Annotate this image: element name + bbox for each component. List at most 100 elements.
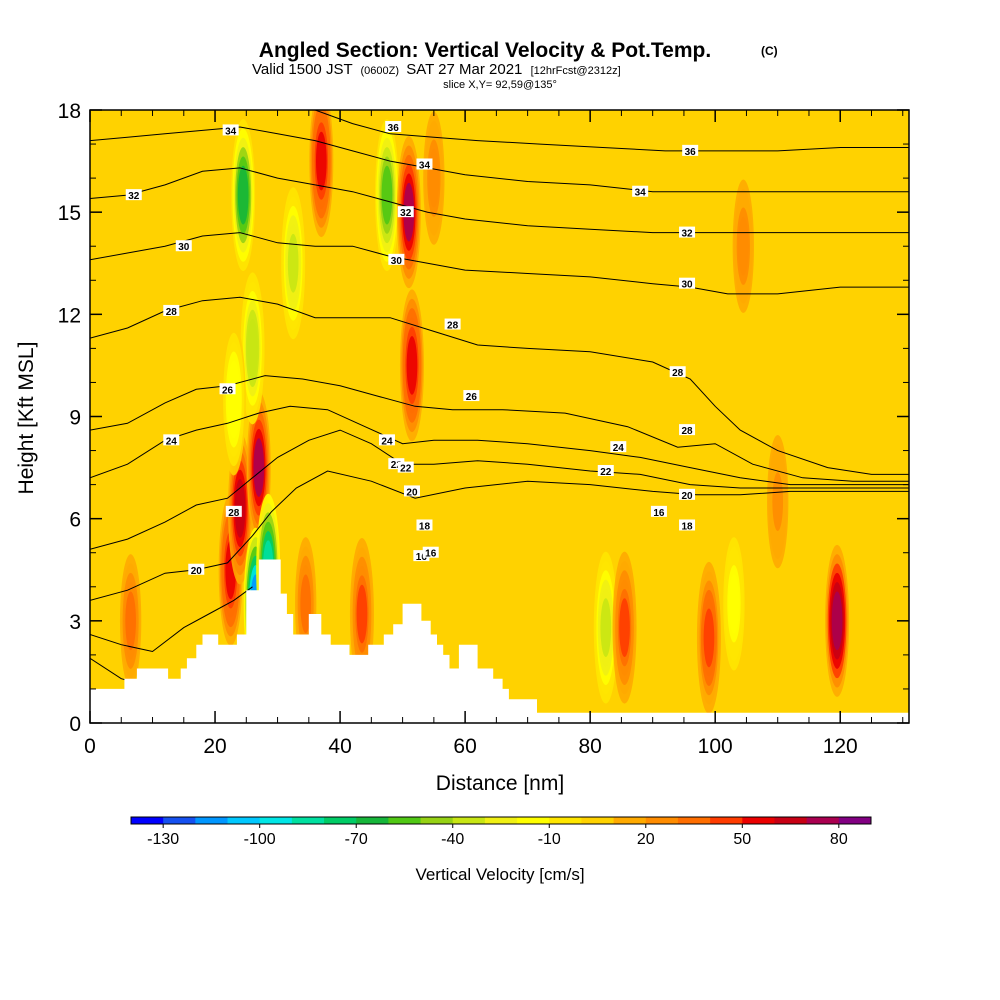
velocity-band	[772, 472, 784, 531]
contour-label: 26	[463, 390, 480, 403]
contour-label-text: 32	[128, 191, 140, 202]
colorbar-segment	[131, 817, 164, 824]
contour-label-text: 22	[400, 464, 412, 475]
velocity-band	[287, 233, 299, 293]
plot-area: 20 22 24 26 28 30 32 34 36 16 18 20 22 24 26 28 30 32 34 36…	[90, 110, 909, 723]
contour-label-text: 24	[381, 436, 393, 447]
velocity-band	[600, 598, 612, 657]
velocity-band	[356, 584, 368, 644]
contour-label-box	[397, 461, 414, 473]
velocity-cell	[721, 527, 746, 680]
contour-label-box	[682, 144, 699, 156]
contour-label: 28	[225, 505, 242, 519]
velocity-cell	[221, 323, 246, 476]
contour-label-box	[219, 383, 236, 395]
velocity-band	[315, 131, 327, 191]
theta-contour-line	[90, 296, 909, 475]
contour-label-text: 16	[416, 552, 428, 563]
contour-label: 30	[679, 277, 696, 291]
colorbar-segment	[645, 817, 679, 824]
colorbar-segment	[452, 817, 486, 824]
contour-label-box	[416, 519, 433, 531]
velocity-band	[381, 165, 393, 225]
contour-label-box	[610, 441, 627, 453]
contour-label-text: 16	[653, 508, 665, 519]
contour-label-text: 22	[391, 460, 403, 471]
contour-label-box	[163, 434, 180, 446]
contour-label-text: 18	[681, 521, 693, 532]
velocity-band	[247, 319, 258, 378]
contour-label: 36	[385, 121, 402, 134]
y-tick-label: 9	[69, 407, 81, 430]
colorbar-segment	[774, 817, 808, 824]
terrain	[90, 559, 909, 723]
contour-label-text: 26	[222, 385, 234, 396]
contour-label: 28	[163, 304, 180, 318]
contour-label-box	[669, 366, 686, 378]
velocity-cell	[349, 538, 374, 691]
contour-label: 20	[188, 563, 205, 577]
colorbar-segment	[195, 817, 229, 824]
x-axis-label: Distance [nm]	[436, 772, 564, 795]
y-tick-label: 6	[69, 509, 81, 532]
contour-label-text: 20	[681, 491, 693, 502]
chart-subtitle: Valid 1500 JST (0600Z) SAT 27 Mar 2021 […	[252, 61, 621, 78]
contour-label: 24	[163, 434, 180, 447]
theta-contour-line	[90, 167, 909, 234]
contour-label-box	[413, 550, 430, 562]
y-tick-label: 3	[69, 611, 81, 634]
contour-label: 28	[679, 424, 696, 437]
subtitle-date: SAT 27 Mar 2021	[406, 61, 522, 78]
contour-label: 18	[416, 519, 433, 532]
contour-label-box	[679, 519, 696, 531]
velocity-cell	[612, 551, 637, 704]
contour-label-text: 32	[681, 229, 693, 240]
colorbar-segment	[227, 817, 261, 824]
velocity-band	[831, 591, 843, 651]
velocity-band	[728, 574, 740, 634]
colorbar-segment	[517, 817, 550, 824]
velocity-cell	[118, 544, 143, 697]
contour-label-text: 36	[388, 123, 400, 134]
contour-label-text: 24	[613, 443, 625, 454]
velocity-cell	[399, 289, 424, 442]
velocity-band	[428, 148, 440, 208]
contour-label: 16	[422, 546, 439, 560]
contour-label-text: 28	[681, 426, 693, 437]
colorbar-segment	[838, 817, 872, 824]
contour-label-text: 20	[406, 487, 418, 498]
colorbar: -130 -100 -70 -40 -10 20 50 80	[130, 816, 872, 848]
contour-label-text: 34	[635, 188, 647, 199]
contour-label-text: 22	[600, 467, 612, 478]
contour-label-text: 24	[166, 436, 178, 447]
velocity-band	[125, 591, 136, 651]
contour-label-box	[416, 158, 433, 170]
colorbar-segment	[549, 817, 582, 824]
colorbar-segment	[677, 817, 711, 824]
contour-label: 20	[679, 488, 696, 502]
velocity-cell	[825, 544, 850, 697]
colorbar-label: 50	[733, 831, 751, 848]
contour-label: 28	[669, 366, 686, 379]
contour-label-box	[188, 563, 205, 575]
contour-label-text: 30	[178, 242, 190, 253]
contour-label-box	[463, 390, 480, 402]
colorbar-segment	[742, 817, 775, 824]
contour-label: 34	[632, 185, 649, 199]
velocity-band	[406, 336, 418, 395]
contour-label-box	[403, 485, 420, 497]
contour-label-text: 30	[391, 256, 403, 267]
contour-label: 28	[444, 318, 461, 332]
x-tick-label: 100	[698, 735, 733, 758]
colorbar-segment	[806, 817, 840, 824]
colorbar-segment	[388, 817, 422, 824]
colorbar-segment	[710, 817, 743, 824]
y-tick-label: 12	[58, 304, 81, 327]
contour-label-box	[222, 124, 239, 136]
x-tick-label: 80	[578, 735, 601, 758]
velocity-cell	[231, 119, 256, 272]
velocity-cell	[696, 561, 721, 714]
chart-title-units: (C)	[761, 44, 778, 58]
theta-contour-line	[90, 375, 909, 482]
